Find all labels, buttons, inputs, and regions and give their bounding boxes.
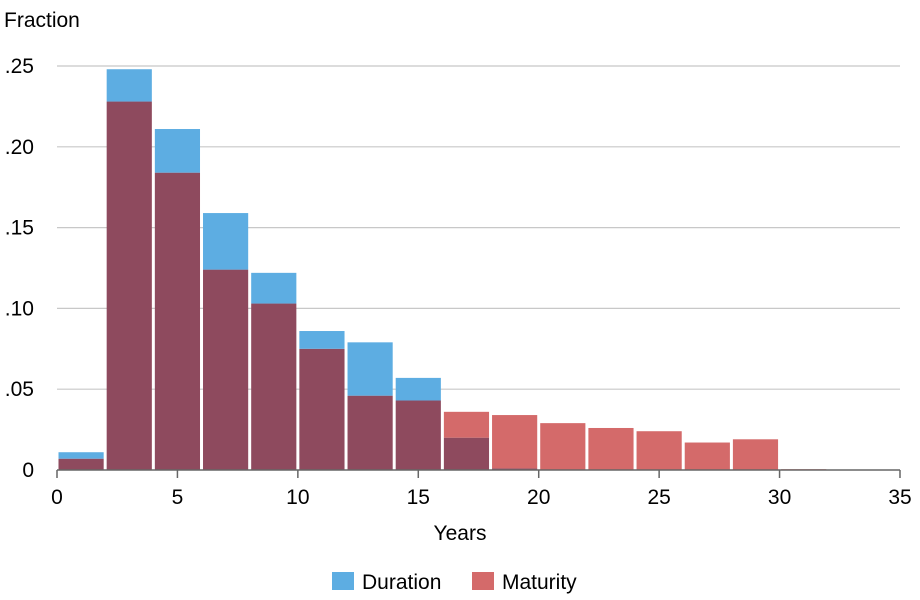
bar-overlap	[58, 458, 104, 470]
y-tick-label: .05	[5, 378, 34, 401]
bar-overlap	[395, 400, 441, 470]
bar-maturity	[443, 411, 490, 438]
bar-maturity	[732, 439, 779, 470]
bar-duration	[347, 342, 393, 396]
bar-overlap	[443, 437, 490, 470]
x-tick-label: 10	[286, 486, 309, 509]
y-tick-label: .15	[5, 217, 34, 240]
bar-overlap	[203, 269, 249, 470]
bar-overlap	[299, 348, 345, 470]
bar-maturity	[540, 423, 586, 470]
bar-maturity	[492, 415, 538, 469]
bar-maturity	[636, 431, 682, 470]
bars-layer	[58, 69, 827, 470]
bar-duration	[106, 69, 152, 102]
y-tick-label: .20	[5, 136, 34, 159]
x-tick-label: 35	[888, 486, 911, 509]
bar-overlap	[492, 468, 538, 470]
bar-overlap	[106, 101, 152, 470]
axis-layer: 0 .05 .10 .15 .20 .25 0 5 10 15 20 25 30 35	[5, 55, 912, 509]
bar-duration	[299, 331, 345, 349]
x-tick-label: 25	[647, 486, 670, 509]
legend: Duration Maturity	[332, 571, 577, 594]
legend-swatch	[472, 572, 494, 590]
y-tick-label: .10	[5, 297, 34, 320]
y-tick-label: 0	[22, 459, 34, 482]
bar-maturity	[588, 427, 634, 470]
x-tick-label: 30	[768, 486, 791, 509]
x-tick-label: 5	[172, 486, 184, 509]
legend-label: Duration	[362, 571, 441, 594]
bar-overlap	[347, 395, 393, 470]
legend-label: Maturity	[502, 571, 577, 594]
bar-duration	[395, 377, 441, 401]
bar-duration	[58, 452, 104, 459]
bar-maturity	[684, 442, 730, 470]
x-tick-label: 0	[51, 486, 63, 509]
bar-duration	[251, 272, 297, 304]
x-axis-title: Years	[434, 522, 487, 545]
bar-overlap	[154, 172, 201, 470]
bar-overlap	[251, 303, 297, 470]
bar-duration	[154, 129, 201, 173]
x-tick-label: 20	[527, 486, 550, 509]
legend-swatch	[332, 572, 354, 590]
bar-duration	[203, 213, 249, 270]
y-axis-title: Fraction	[4, 9, 80, 32]
x-tick-label: 15	[407, 486, 430, 509]
y-tick-label: .25	[5, 55, 34, 78]
